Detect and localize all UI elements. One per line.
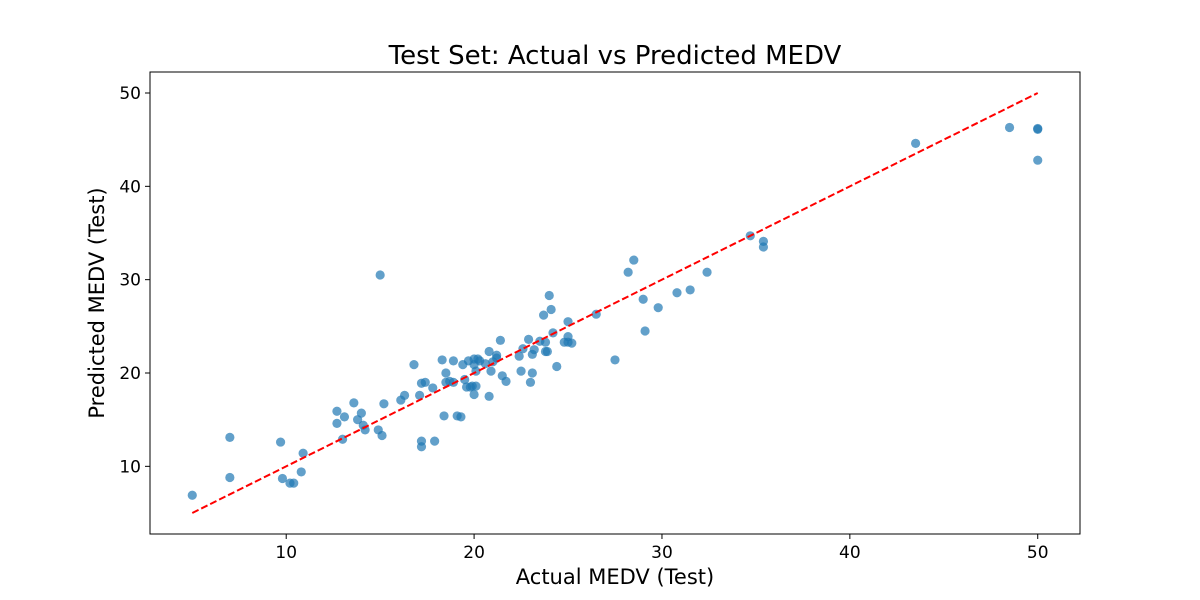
points-layer bbox=[187, 122, 1043, 500]
data-point bbox=[518, 344, 528, 354]
reference-line-layer bbox=[191, 92, 1039, 514]
data-point bbox=[486, 366, 496, 376]
y-axis-label: Predicted MEDV (Test) bbox=[85, 187, 109, 418]
data-point bbox=[542, 346, 552, 357]
data-point bbox=[225, 472, 235, 483]
data-point bbox=[484, 346, 494, 357]
data-point bbox=[539, 310, 549, 320]
data-point bbox=[275, 437, 286, 447]
data-point bbox=[552, 361, 562, 372]
data-point bbox=[525, 377, 536, 387]
data-point bbox=[546, 304, 556, 315]
data-point bbox=[277, 473, 288, 484]
y-tick-label: 40 bbox=[119, 177, 141, 197]
x-axis-label: Actual MEDV (Test) bbox=[516, 565, 714, 589]
data-point bbox=[501, 376, 511, 386]
data-point bbox=[527, 368, 537, 378]
x-tick-label: 20 bbox=[463, 543, 485, 563]
data-point bbox=[911, 138, 921, 148]
data-point bbox=[356, 408, 366, 418]
x-ticks: 10 20 30 40 50 bbox=[275, 534, 1049, 563]
y-tick-label: 20 bbox=[119, 364, 141, 384]
data-point bbox=[653, 303, 663, 313]
data-point bbox=[563, 317, 573, 327]
plot-frame bbox=[149, 71, 1081, 535]
data-point bbox=[1033, 155, 1043, 165]
y-tick-label: 30 bbox=[119, 271, 141, 291]
data-point bbox=[523, 334, 534, 344]
x-tick-label: 10 bbox=[275, 543, 297, 563]
data-point bbox=[456, 412, 466, 422]
data-point bbox=[332, 418, 342, 428]
data-point bbox=[758, 242, 769, 252]
data-point bbox=[187, 490, 197, 500]
data-point bbox=[441, 368, 451, 378]
data-point bbox=[638, 294, 648, 304]
data-point bbox=[415, 390, 425, 400]
data-point bbox=[685, 285, 695, 295]
data-point bbox=[1033, 124, 1043, 134]
data-point bbox=[469, 389, 479, 400]
data-point bbox=[428, 383, 438, 393]
y-ticks: 10 20 30 40 50 bbox=[119, 84, 150, 477]
data-point bbox=[495, 335, 505, 345]
data-point bbox=[437, 355, 447, 365]
data-point bbox=[514, 351, 524, 361]
data-point bbox=[629, 255, 639, 265]
x-tick-label: 50 bbox=[1027, 543, 1049, 563]
data-point bbox=[379, 399, 389, 409]
data-point bbox=[377, 430, 387, 441]
data-point bbox=[439, 411, 449, 421]
data-point bbox=[567, 338, 577, 348]
data-point bbox=[375, 270, 385, 280]
data-point bbox=[529, 345, 539, 355]
data-point bbox=[289, 478, 299, 488]
data-point bbox=[296, 467, 306, 477]
y-tick-label: 10 bbox=[119, 457, 141, 477]
data-point bbox=[484, 391, 494, 401]
data-point bbox=[416, 442, 427, 452]
data-point bbox=[448, 356, 459, 366]
data-point bbox=[640, 326, 650, 336]
data-point bbox=[399, 390, 410, 400]
data-point bbox=[480, 359, 490, 369]
data-point bbox=[702, 267, 712, 277]
data-point bbox=[544, 290, 554, 301]
chart-title: Test Set: Actual vs Predicted MEDV bbox=[388, 41, 842, 71]
data-point bbox=[623, 267, 633, 277]
data-point bbox=[610, 355, 620, 365]
data-point bbox=[672, 288, 682, 298]
x-tick-label: 30 bbox=[651, 543, 673, 563]
data-point bbox=[339, 412, 350, 422]
data-point bbox=[430, 436, 440, 446]
reference-line bbox=[191, 92, 1039, 514]
x-tick-label: 40 bbox=[839, 543, 861, 563]
data-point bbox=[409, 360, 419, 370]
data-point bbox=[349, 398, 359, 408]
data-point bbox=[420, 377, 430, 387]
y-tick-label: 50 bbox=[119, 84, 141, 104]
data-point bbox=[332, 406, 342, 416]
data-point bbox=[516, 366, 526, 376]
data-point bbox=[225, 432, 235, 442]
data-point bbox=[471, 381, 481, 391]
data-point bbox=[540, 337, 551, 347]
data-point bbox=[298, 448, 308, 458]
data-point bbox=[1004, 122, 1015, 133]
